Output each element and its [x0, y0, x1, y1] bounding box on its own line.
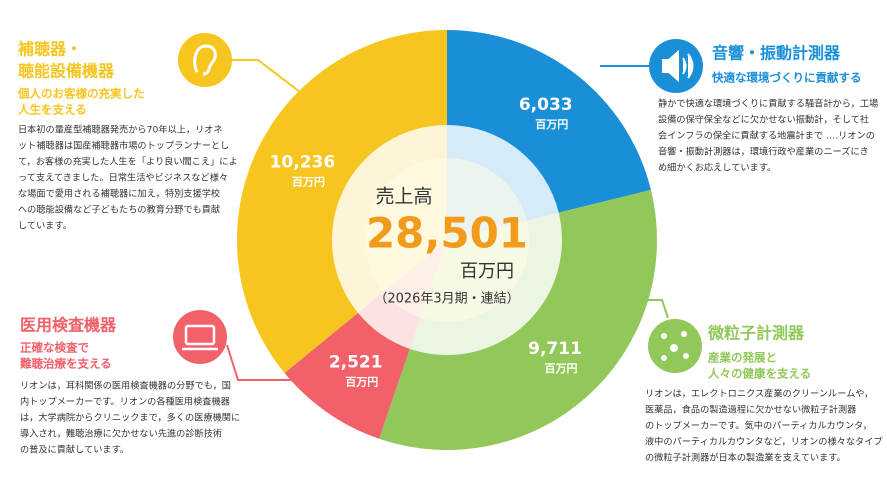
- donut-segment: [237, 30, 447, 373]
- panel-body: の普及に貢献しています。: [20, 444, 129, 456]
- panel-body: への聴能設備など子どもたちの教育分野でも貢献: [18, 204, 220, 216]
- value-label: 2,521: [329, 352, 383, 372]
- value-unit: 百万円: [545, 362, 578, 375]
- panel-body: 設備の保守保全などに欠かせない振動計，そして社: [658, 114, 869, 126]
- icons: [173, 33, 703, 373]
- value-label: 9,711: [528, 339, 582, 359]
- panel-body: リオンは，エレクトロニクス産業のクリーンルームや，: [645, 388, 873, 400]
- panel-body: ット補聴器は国産補聴器市場のトップランナーとし: [18, 140, 229, 152]
- panel-body: て，お客様の充実した人生を「より良い聞こえ」によ: [18, 156, 238, 168]
- icon-device-shape: [182, 324, 218, 351]
- icon-particle-shape: [661, 331, 689, 361]
- panel-body: しています。: [18, 221, 72, 232]
- connector: [232, 59, 301, 93]
- icon-ear-shape: [193, 44, 217, 76]
- value-label: 6,033: [519, 95, 573, 115]
- panel-body: め細かくお応えしています。: [658, 162, 776, 174]
- value-unit: 百万円: [292, 175, 325, 188]
- panel-body: は，大学病院からクリニックまで，多くの医療機関に: [20, 412, 240, 424]
- center-title: 売上高: [375, 186, 432, 208]
- center-circle: [365, 158, 529, 322]
- icon-ear: [178, 33, 232, 87]
- panel-title: 音響・振動計測器: [712, 44, 841, 63]
- panel-body: って支えてきました。日常生活やビジネスなど様々: [18, 172, 228, 184]
- center-total: 28,501: [366, 209, 528, 258]
- connector: [226, 344, 312, 381]
- center-period: （2026年3月期・連結）: [374, 292, 519, 307]
- donut-segment: [379, 189, 657, 451]
- donut-segment: [447, 30, 651, 213]
- panel-body: 会インフラの保全に貢献する地震計まで ….リオンの: [658, 130, 875, 142]
- value-unit: 百万円: [345, 375, 378, 388]
- panel-title: 聴能設備機器: [18, 62, 115, 81]
- panel-body: のトップメーカーです。気中のパーティカルカウンタ，: [645, 420, 872, 432]
- panel-body: の微粒子計測器が日本の製造業を支えています。: [645, 452, 846, 464]
- panel-subtitle: 人々の健康を支える: [708, 367, 811, 381]
- panel-body: 日本初の量産型補聴器発売から70年以上，リオネ: [18, 124, 223, 136]
- panel-body: 音響・振動計測器は，環境行政や産業のニーズにき: [658, 146, 869, 158]
- panel-body: 液中のパーティカルカウンタなど，リオンの様々なタイプ: [645, 436, 883, 448]
- panel-subtitle: 産業の発展と: [708, 351, 777, 365]
- panel-body: 医薬品，食品の製造過程に欠かせない微粒子計測器: [645, 404, 856, 416]
- panel-subtitle: 正確な検査で: [20, 341, 89, 355]
- panel-body: リオンは，耳科関係の医用検査機器の分野でも，国: [20, 380, 231, 392]
- center-unit: 百万円: [460, 261, 514, 282]
- icon-device: [173, 310, 227, 364]
- panel-body: 静かで快適な環境づくりに貢献する騒音計から，工場: [658, 98, 878, 110]
- panel-title: 医用検査機器: [20, 316, 117, 335]
- panel-subtitle: 快適な環境づくりに貢献する: [711, 71, 862, 85]
- donut-segment: [284, 312, 410, 439]
- panel-title: 補聴器・: [17, 40, 82, 59]
- panel-title: 微粒子計測器: [707, 324, 805, 343]
- panel-subtitle: 難聴治療を支える: [20, 357, 112, 371]
- panel-body: 内トップメーカーです。リオンの各種医用検査機器: [20, 396, 230, 408]
- panel-subtitle: 人生を支える: [18, 103, 87, 117]
- panel-body: 導入され，難聴治療に欠かせない先進の診断技術: [20, 428, 222, 440]
- value-label: 10,236: [270, 152, 336, 172]
- panel-body: な場面で愛用される補聴器に加え，特別支援学校: [18, 188, 220, 200]
- icon-speaker-shape: [662, 49, 694, 83]
- value-unit: 百万円: [535, 118, 568, 131]
- panel-subtitle: 個人のお客様の充実した: [17, 87, 145, 101]
